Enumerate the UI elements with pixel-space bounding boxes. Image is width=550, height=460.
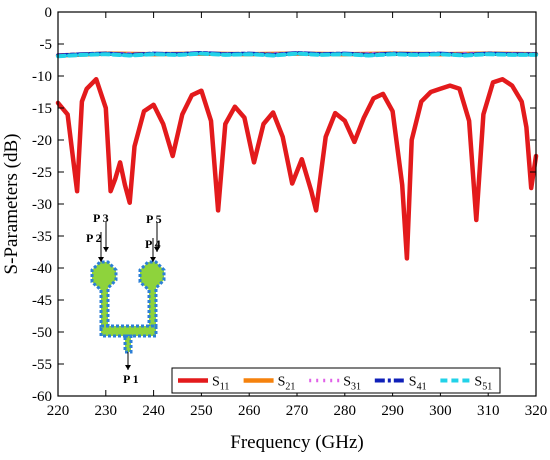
y-tick-label: -15 [32, 101, 52, 117]
y-tick-label: 0 [45, 5, 53, 21]
x-tick-label: 290 [381, 403, 404, 419]
y-tick-label: -35 [32, 229, 52, 245]
x-tick-label: 300 [429, 403, 452, 419]
legend-label-s31: S31 [343, 375, 361, 393]
series-layer [55, 51, 539, 261]
port-label: P 5 [146, 212, 162, 226]
x-tick-label: 310 [477, 403, 500, 419]
ticks-layer: 220 230 240 250 260 270 280 290 300 310 320 0 -5 -10 -… [32, 5, 547, 419]
y-tick-label: -45 [32, 293, 52, 309]
legend-label-s51: S51 [474, 375, 492, 393]
port-arrowhead [98, 257, 104, 262]
antenna-trace [90, 260, 118, 330]
legend: S11 S21 S31 S41 S51 [171, 367, 501, 394]
port-arrowhead [150, 257, 156, 262]
x-tick-label: 320 [525, 403, 548, 419]
series-s51-line [56, 51, 538, 59]
y-tick-label: -10 [32, 69, 52, 85]
port-label: P 3 [93, 211, 109, 225]
y-tick-label: -25 [32, 165, 52, 181]
x-axis-title: Frequency (GHz) [230, 432, 363, 453]
antenna-trace [123, 334, 133, 354]
legend-label-s11: S11 [212, 375, 229, 393]
antenna-trace [138, 260, 166, 330]
series-s11-line [55, 76, 539, 261]
x-tick-label: 260 [238, 403, 261, 419]
port-arrowhead [103, 247, 109, 252]
y-tick-label: -55 [32, 357, 52, 373]
legend-label-s21: S21 [278, 375, 296, 393]
y-tick-label: -60 [32, 389, 52, 405]
x-tick-label: 220 [47, 403, 70, 419]
x-tick-label: 280 [334, 403, 357, 419]
antenna-inset: P 2P 3P 4P 5P 1 [86, 211, 166, 386]
y-tick-label: -40 [32, 261, 52, 277]
x-tick-label: 270 [286, 403, 309, 419]
y-axis-title: S-Parameters (dB) [1, 134, 22, 275]
y-tick-label: -50 [32, 325, 52, 341]
antenna-trace [99, 324, 158, 338]
port-label: P 2 [86, 231, 102, 245]
port-arrowhead [125, 365, 131, 370]
x-tick-label: 230 [95, 403, 118, 419]
legend-label-s41: S41 [409, 375, 427, 393]
port-label: P 1 [123, 372, 139, 386]
x-tick-label: 250 [190, 403, 213, 419]
port-arrowhead [154, 247, 160, 252]
y-tick-label: -5 [40, 37, 53, 53]
y-tick-label: -30 [32, 197, 52, 213]
y-tick-label: -20 [32, 133, 52, 149]
x-tick-label: 240 [142, 403, 165, 419]
